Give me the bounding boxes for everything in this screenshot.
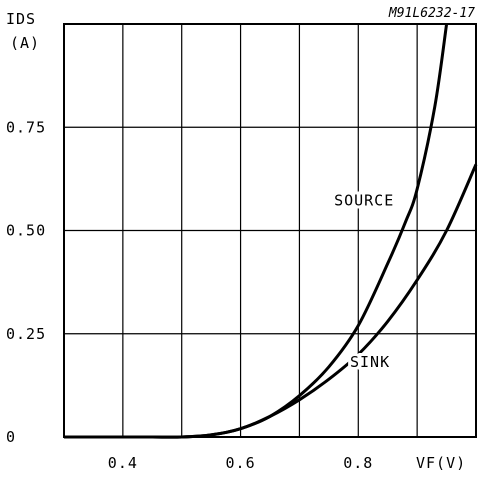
y-tick-label: 0.75 [6,118,46,136]
grid [63,23,477,438]
tick-labels: 0.4 0.6 0.8 0 0.25 0.50 0.75 [6,118,373,472]
annotations: SOURCE SINK [331,189,396,374]
x-tick-label: 0.8 [343,454,373,472]
y-axis-label-line1: IDS [6,10,36,28]
y-tick-label: 0.25 [6,325,46,343]
curve-label-sink: SINK [350,353,390,371]
series-lines [64,23,478,439]
x-tick-label: 0.4 [108,454,138,472]
y-tick-label: 0.50 [6,222,46,240]
x-tick-label: 0.6 [226,454,256,472]
y-tick-label: 0 [6,428,16,446]
y-axis-label-line2: (A) [10,34,40,52]
reference-code: M91L6232-17 [388,6,475,21]
x-axis-label: VF(V) [416,454,466,472]
curve-label-source: SOURCE [334,192,394,210]
series-line-sink [64,163,478,439]
